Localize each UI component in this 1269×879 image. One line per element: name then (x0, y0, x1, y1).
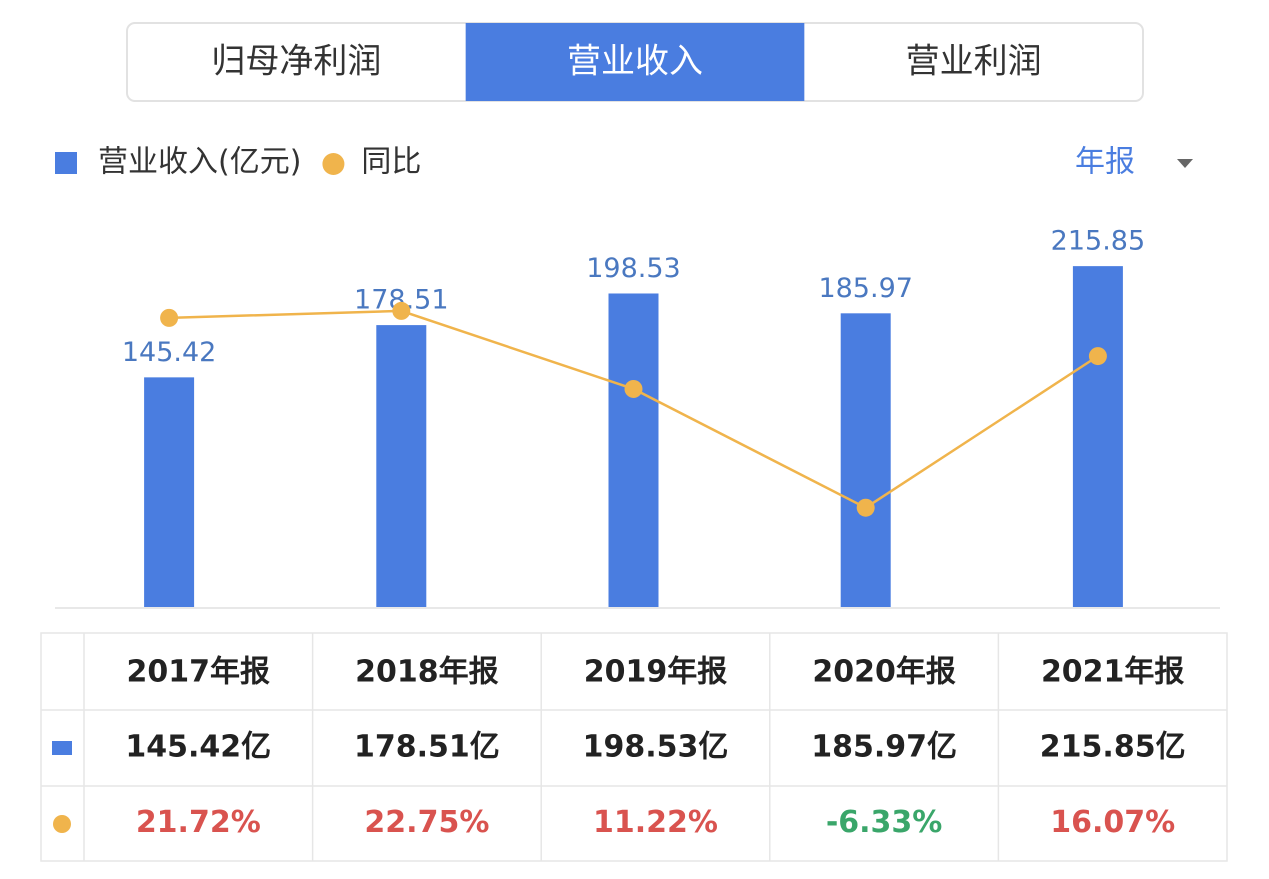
tab[interactable]: 营业利润 (906, 42, 1042, 82)
bar-value-label: 198.53 (586, 253, 680, 284)
table-header: 2017年报 (127, 655, 271, 690)
table-cell: 22.75% (364, 805, 489, 840)
bar-value-label: 145.42 (122, 337, 216, 368)
bar-value-label: 185.97 (818, 273, 912, 304)
table-header: 2021年报 (1041, 655, 1185, 690)
bar (840, 313, 891, 607)
period-selector[interactable]: 年报 (1075, 145, 1135, 180)
yoy-point (856, 498, 875, 517)
legend-label: 营业收入(亿元) (98, 145, 301, 180)
table-cell: 21.72% (136, 805, 261, 840)
table-cell: 198.53亿 (583, 730, 729, 765)
row-marker-bar (52, 741, 72, 755)
yoy-point (624, 379, 643, 398)
tab[interactable]: 营业收入 (567, 42, 703, 82)
bar (1072, 266, 1123, 607)
legend-bar-swatch (55, 152, 77, 174)
bar-value-label: 215.85 (1051, 226, 1145, 257)
dropdown-arrow[interactable] (1177, 159, 1193, 168)
table-cell: 145.42亿 (125, 730, 271, 765)
yoy-point (1088, 347, 1107, 366)
yoy-point (160, 308, 179, 327)
table-cell: 16.07% (1050, 805, 1175, 840)
legend-line-swatch (322, 153, 345, 175)
table-cell: -6.33% (826, 805, 943, 840)
legend-label: 同比 (361, 145, 421, 180)
tab[interactable]: 归母净利润 (211, 42, 381, 82)
bar (608, 293, 659, 607)
table-cell: 215.85亿 (1040, 730, 1186, 765)
table-cell: 185.97亿 (811, 730, 957, 765)
table-border (40, 632, 1228, 862)
bar (376, 325, 427, 607)
tab-active-bg[interactable] (465, 23, 805, 101)
row-marker-line (53, 815, 71, 833)
table-header: 2020年报 (812, 655, 956, 690)
table-cell: 11.22% (593, 805, 718, 840)
table-header: 2019年报 (584, 655, 728, 690)
table-cell: 178.51亿 (354, 730, 500, 765)
yoy-point (392, 301, 411, 320)
bar (144, 377, 195, 607)
table-header: 2018年报 (355, 655, 499, 690)
